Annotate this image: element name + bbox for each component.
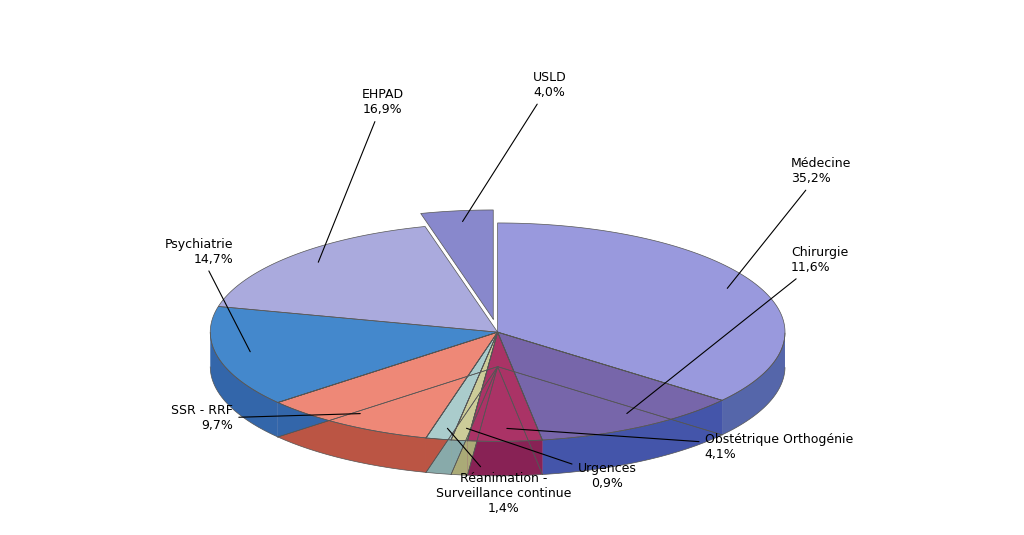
Polygon shape (426, 332, 498, 440)
Polygon shape (467, 332, 498, 475)
Polygon shape (452, 332, 498, 475)
Text: SSR - RRF
9,7%: SSR - RRF 9,7% (171, 404, 360, 432)
Polygon shape (467, 440, 543, 476)
Polygon shape (452, 332, 498, 475)
Polygon shape (498, 332, 543, 475)
Text: Réanimation -
Surveillance continue
1,4%: Réanimation - Surveillance continue 1,4% (435, 429, 571, 515)
Polygon shape (498, 332, 543, 475)
Polygon shape (278, 332, 498, 437)
Polygon shape (421, 210, 494, 319)
Text: Médecine
35,2%: Médecine 35,2% (727, 157, 851, 288)
Polygon shape (210, 332, 278, 437)
Polygon shape (498, 332, 722, 435)
Text: Psychiatrie
14,7%: Psychiatrie 14,7% (165, 238, 250, 351)
Polygon shape (278, 402, 426, 472)
Text: EHPAD
16,9%: EHPAD 16,9% (318, 88, 403, 262)
Text: Urgences
0,9%: Urgences 0,9% (467, 429, 636, 490)
Polygon shape (210, 307, 498, 402)
Polygon shape (498, 223, 785, 400)
Polygon shape (426, 332, 498, 472)
Polygon shape (543, 400, 722, 475)
Polygon shape (278, 332, 498, 438)
Polygon shape (426, 332, 498, 472)
Polygon shape (498, 332, 722, 435)
Polygon shape (452, 440, 467, 475)
Polygon shape (218, 226, 498, 332)
Polygon shape (426, 438, 452, 475)
Polygon shape (722, 333, 785, 435)
Polygon shape (452, 332, 498, 441)
Text: Chirurgie
11,6%: Chirurgie 11,6% (627, 246, 848, 414)
Polygon shape (467, 332, 543, 441)
Polygon shape (278, 332, 498, 437)
Text: USLD
4,0%: USLD 4,0% (463, 71, 566, 221)
Polygon shape (467, 332, 498, 475)
Polygon shape (498, 332, 722, 440)
Text: Obstétrique Orthogénie
4,1%: Obstétrique Orthogénie 4,1% (507, 429, 853, 461)
